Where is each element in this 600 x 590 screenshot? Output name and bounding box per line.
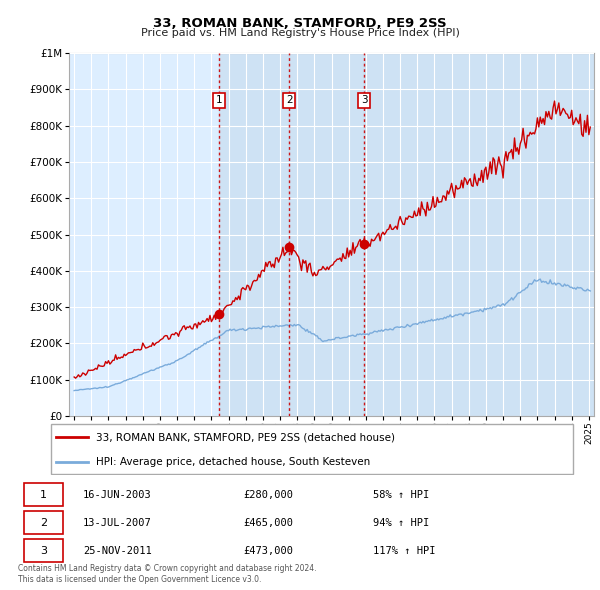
Text: HPI: Average price, detached house, South Kesteven: HPI: Average price, detached house, Sout… bbox=[95, 457, 370, 467]
Text: This data is licensed under the Open Government Licence v3.0.: This data is licensed under the Open Gov… bbox=[18, 575, 262, 584]
FancyBboxPatch shape bbox=[50, 424, 574, 474]
Text: £465,000: £465,000 bbox=[244, 518, 293, 527]
Text: 1: 1 bbox=[216, 95, 223, 105]
Text: 33, ROMAN BANK, STAMFORD, PE9 2SS: 33, ROMAN BANK, STAMFORD, PE9 2SS bbox=[153, 17, 447, 30]
Bar bbox=[289, 53, 364, 416]
Text: 16-JUN-2003: 16-JUN-2003 bbox=[83, 490, 152, 500]
Text: 2: 2 bbox=[40, 518, 47, 527]
Text: £280,000: £280,000 bbox=[244, 490, 293, 500]
Bar bbox=[364, 53, 594, 416]
FancyBboxPatch shape bbox=[23, 483, 63, 506]
Text: 25-NOV-2011: 25-NOV-2011 bbox=[83, 546, 152, 556]
FancyBboxPatch shape bbox=[23, 512, 63, 534]
Text: £473,000: £473,000 bbox=[244, 546, 293, 556]
FancyBboxPatch shape bbox=[23, 539, 63, 562]
Text: Price paid vs. HM Land Registry's House Price Index (HPI): Price paid vs. HM Land Registry's House … bbox=[140, 28, 460, 38]
Text: 1: 1 bbox=[40, 490, 47, 500]
Text: 3: 3 bbox=[40, 546, 47, 556]
Text: 58% ↑ HPI: 58% ↑ HPI bbox=[373, 490, 430, 500]
Text: 3: 3 bbox=[361, 95, 367, 105]
Text: Contains HM Land Registry data © Crown copyright and database right 2024.: Contains HM Land Registry data © Crown c… bbox=[18, 565, 317, 573]
Text: 33, ROMAN BANK, STAMFORD, PE9 2SS (detached house): 33, ROMAN BANK, STAMFORD, PE9 2SS (detac… bbox=[95, 432, 395, 442]
Text: 94% ↑ HPI: 94% ↑ HPI bbox=[373, 518, 430, 527]
Text: 2: 2 bbox=[286, 95, 293, 105]
Text: 117% ↑ HPI: 117% ↑ HPI bbox=[373, 546, 436, 556]
Text: 13-JUL-2007: 13-JUL-2007 bbox=[83, 518, 152, 527]
Bar bbox=[219, 53, 289, 416]
